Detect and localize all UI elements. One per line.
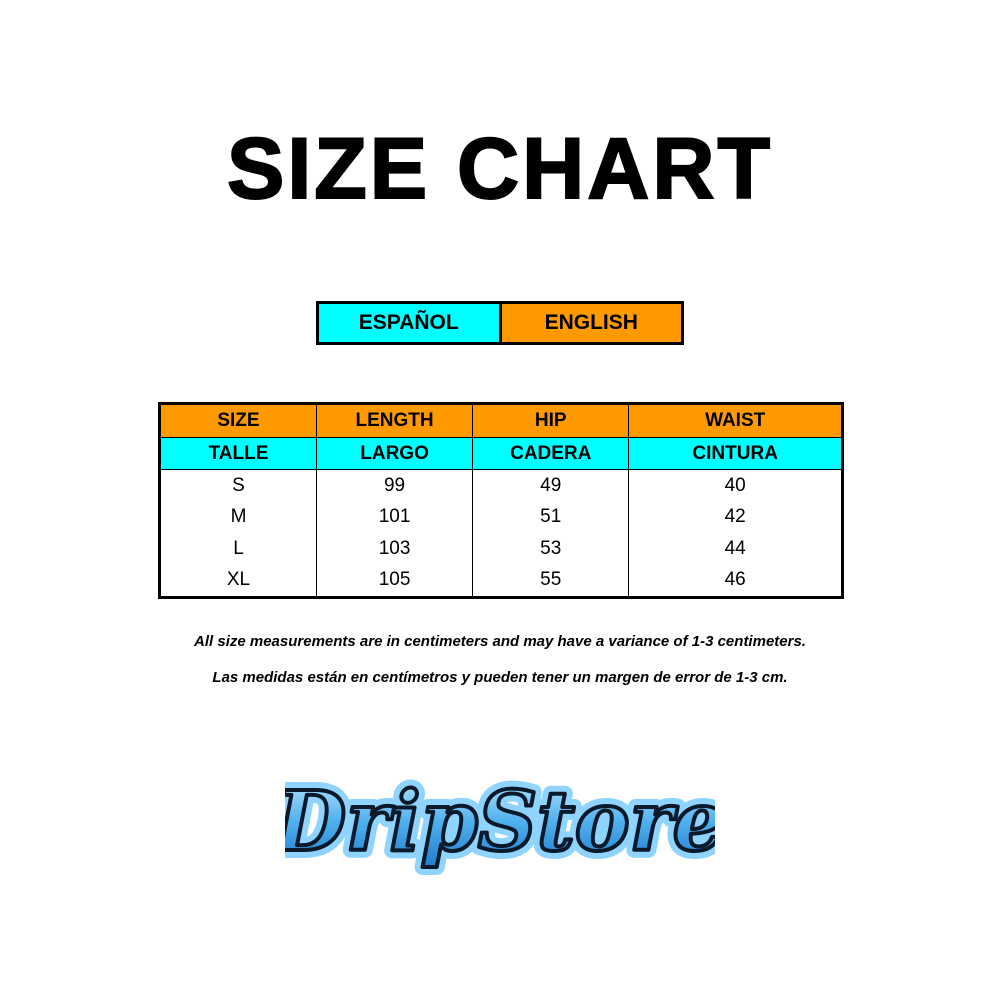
table-row: XL 105 55 46 [160, 564, 843, 598]
language-spanish: ESPAÑOL [319, 304, 502, 342]
cell-size: M [230, 506, 247, 528]
cell-length: 99 [315, 469, 473, 502]
cell-waist: 44 [628, 533, 843, 565]
cell-waist: 42 [628, 501, 843, 533]
language-selector: ESPAÑOL ENGLISH [316, 301, 684, 345]
header-cell: LARGO [315, 437, 473, 470]
svg-text:DripStore: DripStore [285, 774, 715, 870]
header-cell: CADERA [472, 437, 629, 470]
cell-size: XL [226, 569, 251, 591]
cell-hip: 49 [472, 469, 629, 502]
language-english: ENGLISH [501, 304, 681, 342]
header-row-spanish: TALLE LARGO CADERA CINTURA [159, 437, 843, 470]
page-title: SIZE CHART [226, 120, 773, 218]
table-row: L 103 53 44 [160, 533, 843, 565]
cell-size: L [233, 537, 244, 559]
cell-hip: 53 [472, 533, 629, 565]
table-row: S 99 49 40 [160, 469, 843, 502]
note-english: All size measurements are in centimeters… [194, 633, 806, 650]
table-row: M 101 51 42 [160, 501, 843, 533]
header-row-english: SIZE LENGTH HIP WAIST [159, 403, 843, 438]
size-table: SIZE LENGTH HIP WAIST TALLE LARGO CADERA… [158, 402, 844, 599]
svg-text:DripStore: DripStore [285, 774, 715, 870]
header-cell: WAIST [628, 403, 843, 438]
cell-hip: 55 [472, 564, 629, 598]
header-cell: HIP [472, 403, 629, 438]
header-cell: CINTURA [628, 437, 843, 470]
cell-waist: 46 [628, 564, 843, 598]
cell-waist: 40 [628, 469, 843, 502]
dripstore-logo: DripStore DripStore [265, 762, 733, 892]
header-cell: TALLE [159, 437, 317, 470]
cell-hip: 51 [472, 501, 629, 533]
cell-size: S [232, 474, 245, 496]
header-cell: LENGTH [315, 403, 473, 438]
header-cell: SIZE [159, 403, 317, 438]
cell-length: 103 [315, 533, 473, 565]
cell-length: 105 [315, 564, 473, 598]
cell-length: 101 [315, 501, 473, 533]
note-spanish: Las medidas están en centímetros y puede… [212, 669, 788, 686]
